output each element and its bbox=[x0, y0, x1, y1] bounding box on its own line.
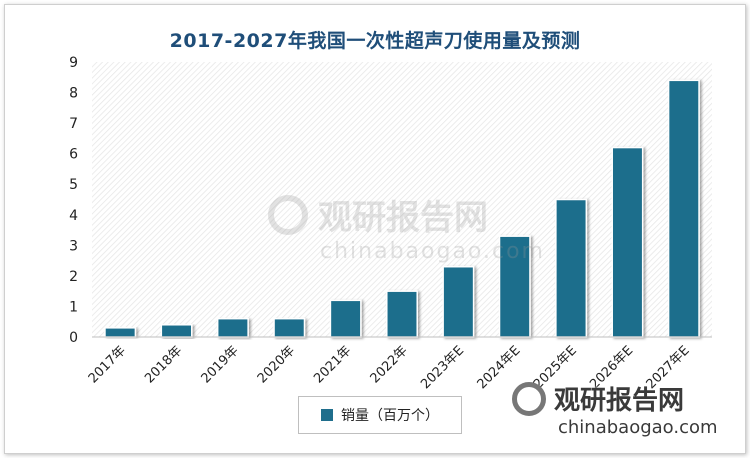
watermark-corner: 观研报告网 chinabaogao.com bbox=[512, 380, 718, 438]
x-tick-label: 2021年 bbox=[311, 343, 354, 386]
bar bbox=[667, 79, 700, 338]
watermark-center: 观研报告网 chinabaogao.com bbox=[268, 190, 545, 264]
y-tick-label: 0 bbox=[69, 330, 78, 346]
y-tick-label: 8 bbox=[69, 86, 78, 102]
watermark-corner-cn: 观研报告网 bbox=[554, 386, 685, 416]
x-tick-label: 2023年E bbox=[418, 343, 467, 392]
y-tick-label: 2 bbox=[69, 269, 78, 285]
bar bbox=[160, 324, 193, 338]
bar bbox=[386, 290, 418, 338]
y-tick-label: 1 bbox=[69, 299, 78, 315]
bar bbox=[611, 146, 644, 338]
bar bbox=[442, 265, 475, 338]
x-tick-label: 2018年 bbox=[142, 343, 185, 386]
y-tick-label: 6 bbox=[69, 147, 78, 163]
bar bbox=[216, 317, 249, 338]
bar bbox=[329, 299, 362, 338]
bar bbox=[555, 198, 588, 338]
legend: 销量（百万个） bbox=[298, 396, 462, 434]
bar bbox=[104, 327, 137, 338]
x-tick-label: 2022年 bbox=[368, 343, 411, 386]
watermark-center-en: chinabaogao.com bbox=[320, 239, 545, 264]
chart-title: 2017-2027年我国一次性超声刀使用量及预测 bbox=[169, 30, 581, 52]
y-tick-label: 3 bbox=[69, 238, 78, 254]
x-tick-label: 2017年 bbox=[86, 343, 129, 386]
watermark-logo-icon bbox=[268, 194, 308, 235]
y-tick-label: 7 bbox=[69, 116, 78, 132]
watermark-corner-en: chinabaogao.com bbox=[558, 417, 718, 438]
x-tick-label: 2019年 bbox=[199, 343, 242, 386]
x-tick-label: 2020年 bbox=[255, 343, 298, 386]
watermark-center-cn: 观研报告网 bbox=[318, 198, 488, 238]
bar bbox=[498, 235, 531, 338]
y-tick-label: 5 bbox=[69, 177, 78, 193]
y-axis: 0 1 2 3 4 5 6 7 8 9 bbox=[69, 55, 78, 346]
bar bbox=[273, 317, 306, 338]
watermark-corner-logo-icon bbox=[512, 381, 546, 416]
y-tick-label: 9 bbox=[69, 55, 78, 71]
y-tick-label: 4 bbox=[69, 208, 78, 224]
legend-label: 销量（百万个） bbox=[341, 408, 439, 424]
legend-swatch bbox=[321, 409, 333, 421]
